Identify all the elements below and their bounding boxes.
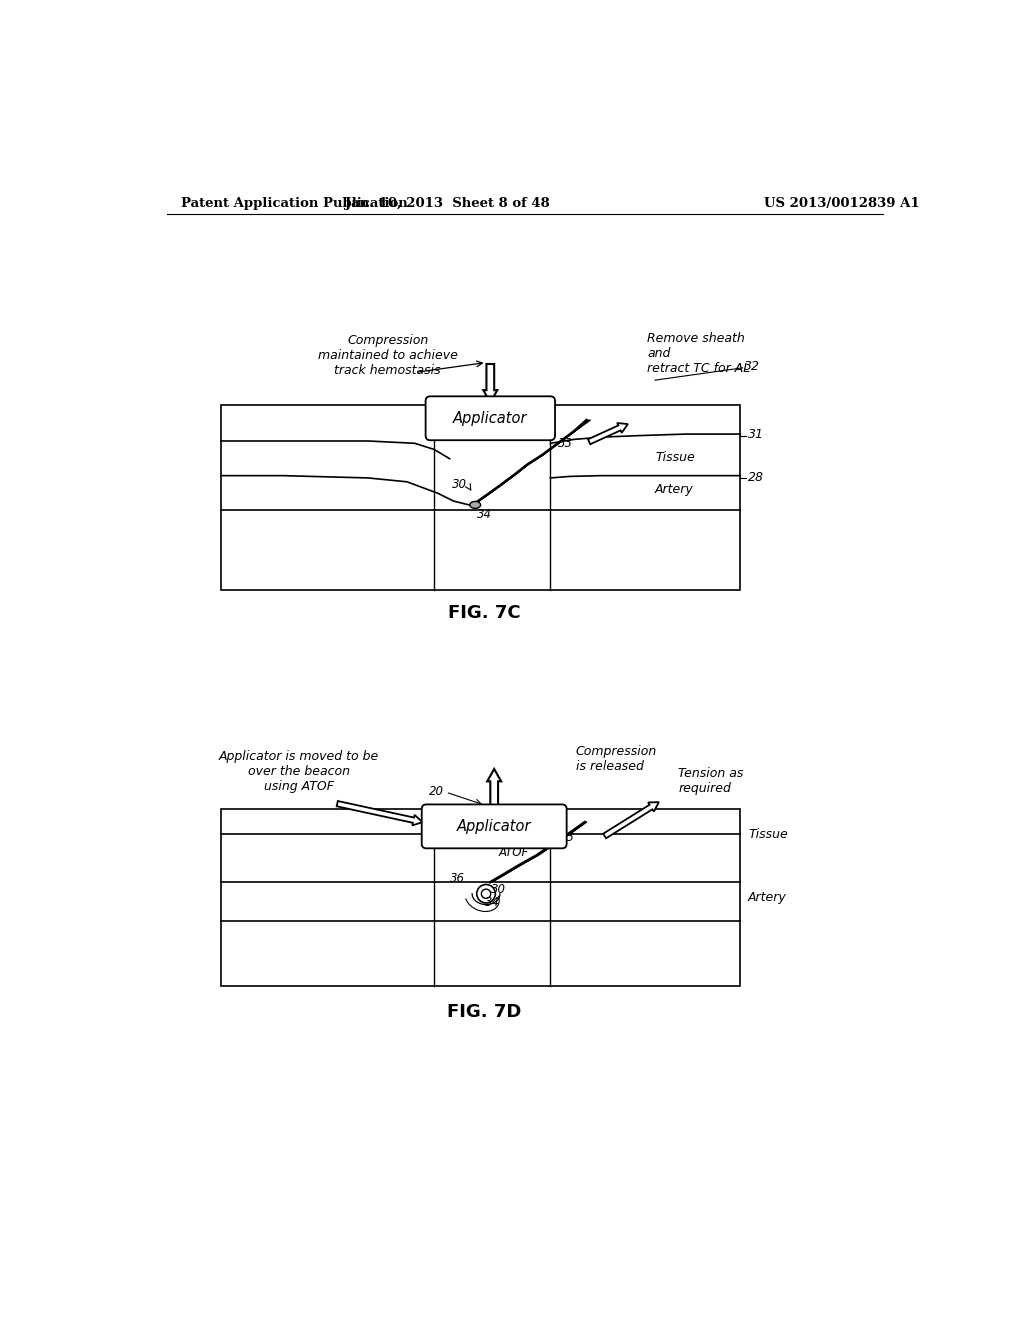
Text: Compression
is released: Compression is released bbox=[575, 744, 657, 774]
Text: Applicator: Applicator bbox=[453, 411, 527, 426]
Text: Tension as
required: Tension as required bbox=[678, 767, 743, 795]
Text: Applicator: Applicator bbox=[457, 818, 531, 834]
Text: Patent Application Publication: Patent Application Publication bbox=[180, 197, 408, 210]
Text: US 2013/0012839 A1: US 2013/0012839 A1 bbox=[764, 197, 920, 210]
Text: 36: 36 bbox=[451, 871, 465, 884]
Polygon shape bbox=[483, 364, 498, 403]
Text: 30: 30 bbox=[453, 478, 467, 491]
FancyBboxPatch shape bbox=[426, 396, 555, 441]
Text: 28: 28 bbox=[748, 471, 764, 484]
Text: 34: 34 bbox=[477, 508, 492, 521]
Ellipse shape bbox=[470, 502, 480, 508]
Text: FIG. 7C: FIG. 7C bbox=[449, 603, 521, 622]
Text: 30: 30 bbox=[490, 883, 506, 896]
Bar bbox=[221, 405, 740, 590]
Text: 33: 33 bbox=[558, 437, 573, 450]
Text: Tissue: Tissue bbox=[748, 828, 787, 841]
Text: Tissue: Tissue bbox=[655, 450, 694, 463]
FancyBboxPatch shape bbox=[422, 804, 566, 849]
Polygon shape bbox=[603, 803, 658, 838]
Text: Jan. 10, 2013  Sheet 8 of 48: Jan. 10, 2013 Sheet 8 of 48 bbox=[345, 197, 550, 210]
Text: 34: 34 bbox=[484, 896, 500, 909]
Text: 33: 33 bbox=[560, 832, 575, 843]
Text: FIG. 7D: FIG. 7D bbox=[447, 1003, 521, 1020]
Polygon shape bbox=[588, 422, 628, 445]
Text: ATOF: ATOF bbox=[499, 846, 528, 859]
Text: Artery: Artery bbox=[655, 483, 693, 496]
Polygon shape bbox=[337, 801, 423, 825]
Bar bbox=[221, 809, 740, 986]
Text: 31: 31 bbox=[748, 428, 764, 441]
Text: 32: 32 bbox=[744, 360, 760, 372]
Text: 20: 20 bbox=[429, 785, 444, 797]
Text: Compression
maintained to achieve
track hemostasis: Compression maintained to achieve track … bbox=[317, 334, 458, 378]
Text: Remove sheath
and
retract TC for AL: Remove sheath and retract TC for AL bbox=[647, 331, 751, 375]
Text: Artery: Artery bbox=[748, 891, 786, 904]
Text: Applicator is moved to be
over the beacon
using ATOF: Applicator is moved to be over the beaco… bbox=[218, 750, 379, 793]
Polygon shape bbox=[487, 770, 501, 807]
